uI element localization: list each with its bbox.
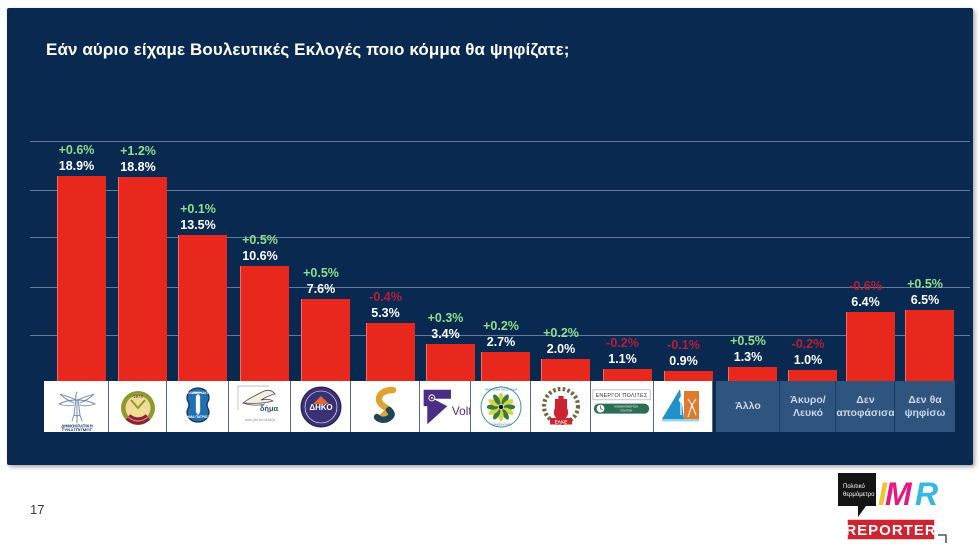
svg-text:ΕΝΕΡΓΟΙ ΠΟΛΙΤΕΣ: ΕΝΕΡΓΟΙ ΠΟΛΙΤΕΣ [596, 392, 648, 398]
svg-text:ΠΟΛΙΤΩΝ: ΠΟΛΙΤΩΝ [620, 408, 632, 412]
svg-text:1974: 1974 [133, 394, 143, 399]
svg-text:δήμα: δήμα [260, 404, 279, 413]
svg-text:ΓΥΝΑΙΚΕΙΑ ΚΙΝΗΣΗ: ΓΥΝΑΙΚΕΙΑ ΚΙΝΗΣΗ [490, 423, 512, 426]
svg-text:ΠΑΝΕΛΛΗΝΙΑ ΟΜΟΣΠΟΝΔΙΑ: ΠΑΝΕΛΛΗΝΙΑ ΟΜΟΣΠΟΝΔΙΑ [485, 388, 518, 391]
svg-text:REPORTER: REPORTER [845, 522, 936, 539]
svg-text:θερμόμετρο: θερμόμετρο [843, 491, 875, 498]
svg-text:Πολιτικό: Πολιτικό [843, 483, 866, 490]
svg-text:ΔΗΚΟ: ΔΗΚΟ [309, 403, 332, 412]
svg-text:R: R [915, 476, 938, 512]
svg-text:ΚΙΝΗΜΑ ΕΝΕΡΓΩΝ: ΚΙΝΗΜΑ ΕΝΕΡΓΩΝ [615, 404, 639, 408]
svg-text:ΕΛΛΗΝΙΚΗ ΛΥΣΗ: ΕΛΛΗΝΙΚΗ ΛΥΣΗ [185, 391, 212, 395]
svg-text:ΚΙΝΗΜΑ ΠΑΤΡΙΩΤΩΝ: ΚΙΝΗΜΑ ΠΑΤΡΙΩΤΩΝ [181, 415, 215, 419]
svg-text:κάνε για νά αλλάξει: κάνε για νά αλλάξει [245, 418, 275, 422]
svg-text:ΣΥΝΑΣΠΙΣΜΟΣ: ΣΥΝΑΣΠΙΣΜΟΣ [61, 427, 92, 431]
svg-text:M: M [885, 476, 913, 512]
svg-text:ΕΛΚΕ: ΕΛΚΕ [555, 419, 568, 424]
svg-text:Volt: Volt [452, 404, 471, 418]
